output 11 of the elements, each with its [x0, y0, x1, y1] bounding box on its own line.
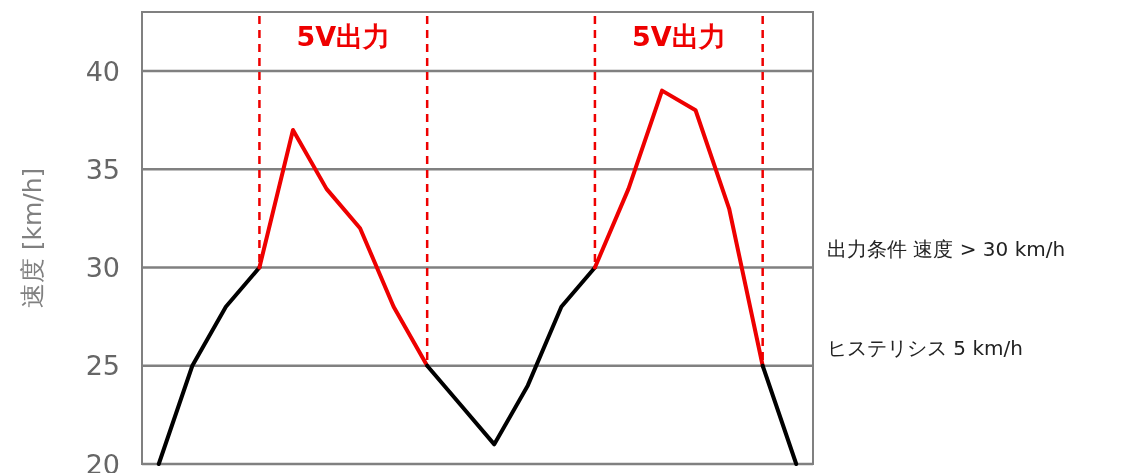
- text: ヒステリシス 5 km/h: [827, 335, 1023, 360]
- y-tick-label: 35: [85, 153, 120, 185]
- line-series: [425, 265, 597, 447]
- line-series: [156, 265, 262, 466]
- y-tick-label: 30: [85, 252, 120, 284]
- annotation: 5V出力: [631, 21, 726, 52]
- y-tick-label: 40: [85, 55, 120, 87]
- y-axis-title: 速度 [km/h]: [17, 167, 47, 309]
- y-tick-label: 25: [85, 350, 120, 382]
- text: 出力条件 速度 > 30 km/h: [827, 237, 1066, 262]
- annotation: 5V出力: [296, 21, 391, 52]
